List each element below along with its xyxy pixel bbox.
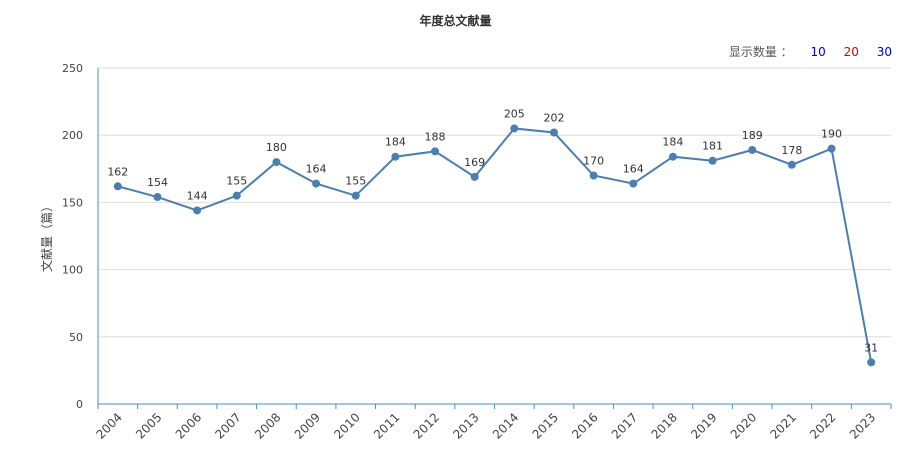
y-tick-label: 250 [62, 62, 83, 75]
data-label: 184 [385, 136, 406, 149]
data-label: 202 [543, 112, 564, 125]
data-label: 164 [623, 163, 644, 176]
x-tick-label: 2009 [292, 410, 323, 441]
display-count-selector: 显示数量 ： 10 20 30 [729, 43, 892, 60]
x-tick-label: 2004 [93, 410, 124, 441]
data-label: 154 [147, 176, 168, 189]
data-point [708, 156, 717, 165]
data-point [312, 179, 321, 188]
data-label: 178 [781, 144, 802, 157]
data-point [827, 144, 836, 153]
data-point [351, 191, 360, 200]
data-point [629, 179, 638, 188]
data-point [391, 152, 400, 161]
y-axis-label: 文献量（篇） [39, 200, 54, 272]
data-point [787, 160, 796, 169]
data-label: 181 [702, 140, 723, 153]
data-point [153, 193, 162, 202]
y-tick-label: 50 [69, 331, 83, 344]
data-point [510, 124, 519, 133]
data-point [272, 158, 281, 167]
data-point [232, 191, 241, 200]
y-tick-label: 150 [62, 196, 83, 209]
data-label: 155 [345, 175, 366, 188]
data-point [668, 152, 677, 161]
y-tick-label: 200 [62, 129, 83, 142]
data-label: 144 [187, 189, 208, 202]
data-point [549, 128, 558, 137]
data-point [193, 206, 202, 215]
display-count-option-10[interactable]: 10 [810, 45, 826, 59]
data-label: 31 [864, 341, 878, 354]
data-point [113, 182, 122, 191]
data-label: 190 [821, 128, 842, 141]
data-labels: 162 154 144 155 180 164 155 184 188 169 205 202 170 1… [107, 107, 878, 354]
x-tick-label: 2006 [173, 410, 204, 441]
display-count-option-30[interactable]: 30 [876, 45, 892, 59]
x-tick-label: 2017 [609, 410, 640, 441]
x-tick-label: 2013 [450, 410, 481, 441]
data-label: 170 [583, 155, 604, 168]
data-point [431, 147, 440, 156]
y-tick-label: 0 [76, 398, 83, 411]
series-line [117, 127, 873, 363]
data-label: 155 [226, 175, 247, 188]
x-tick-label: 2023 [847, 410, 878, 441]
data-point [470, 172, 479, 181]
data-point [589, 171, 598, 180]
data-label: 162 [107, 165, 128, 178]
data-label: 169 [464, 156, 485, 169]
x-tick-label: 2021 [767, 410, 798, 441]
display-count-option-20[interactable]: 20 [843, 45, 859, 59]
x-tick-label: 2022 [807, 410, 838, 441]
data-point [748, 145, 757, 154]
x-tick-label: 2010 [331, 410, 362, 441]
x-tick-label: 2019 [688, 410, 719, 441]
data-point [867, 358, 876, 367]
x-tick-label: 2018 [649, 410, 680, 441]
x-tick-label: 2008 [252, 410, 283, 441]
data-series [113, 124, 876, 367]
data-label: 164 [306, 163, 327, 176]
data-label: 189 [742, 129, 763, 142]
x-tick-label: 2016 [569, 410, 600, 441]
data-label: 184 [662, 136, 683, 149]
data-label: 188 [425, 130, 446, 143]
x-axis: 2004 2005 2006 2007 2008 2009 2010 2011 2012 2013… [93, 403, 892, 442]
x-tick-label: 2014 [490, 410, 521, 441]
y-axis: 0 50 100 150 200 250 [62, 62, 99, 411]
x-tick-label: 2011 [371, 410, 402, 441]
x-tick-label: 2012 [411, 410, 442, 441]
grid-lines [98, 67, 891, 338]
display-count-label: 显示数量 ： [728, 45, 793, 59]
data-label: 205 [504, 107, 525, 120]
x-tick-label: 2020 [728, 410, 759, 441]
y-tick-label: 100 [62, 264, 83, 277]
x-tick-label: 2005 [133, 410, 164, 441]
chart-title: 年度总文献量 [419, 14, 492, 28]
x-tick-label: 2007 [212, 410, 243, 441]
data-label: 180 [266, 141, 287, 154]
x-tick-label: 2015 [530, 410, 561, 441]
